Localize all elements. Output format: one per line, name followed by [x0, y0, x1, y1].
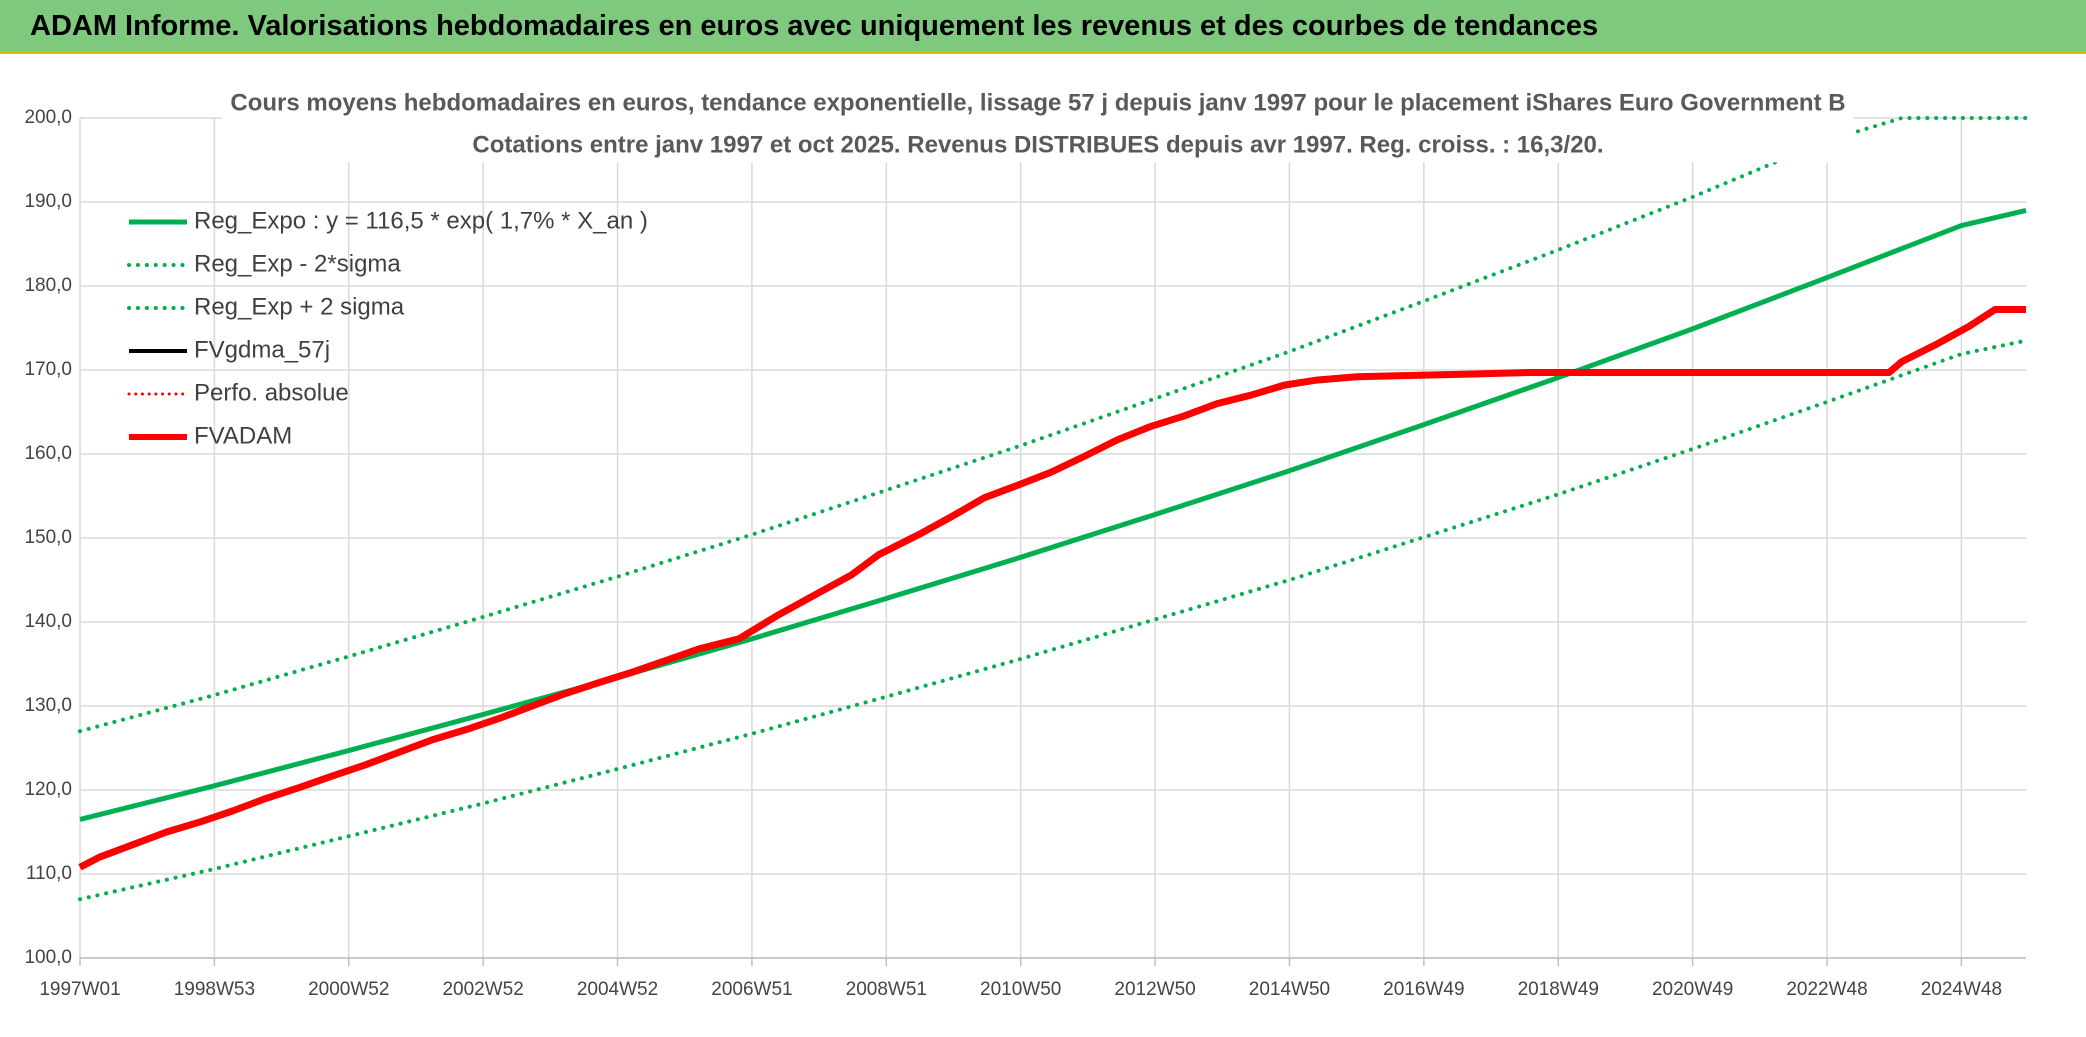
y-tick-label: 170,0: [24, 359, 72, 380]
series-line: [78, 116, 2028, 734]
legend-label: Reg_Exp + 2 sigma: [194, 293, 405, 320]
x-tick-label: 2010W50: [980, 979, 1061, 1000]
y-tick-label: 100,0: [24, 947, 72, 968]
legend-label: FVADAM: [194, 422, 292, 449]
x-tick-label: 2016W49: [1383, 979, 1464, 1000]
y-tick-label: 120,0: [24, 779, 72, 800]
title-background: [222, 85, 1854, 163]
x-tick-label: 2004W52: [577, 979, 658, 1000]
y-tick-label: 200,0: [24, 107, 72, 128]
x-tick-label: 2000W52: [308, 979, 389, 1000]
x-tick-label: 2008W51: [846, 979, 927, 1000]
legend-label: Perfo. absolue: [194, 379, 349, 406]
x-tick-label: 2022W48: [1786, 979, 1867, 1000]
chart-subtitle: Cotations entre janv 1997 et oct 2025. R…: [472, 131, 1603, 158]
x-tick-label: 2018W49: [1518, 979, 1599, 1000]
chart: 100,0 110,0 120,0 130,0 140,0 150,0 160,0 170,0…: [24, 85, 2028, 1000]
x-tick-label: 2014W50: [1249, 979, 1330, 1000]
x-tick-label: 2002W52: [442, 979, 523, 1000]
series-line: [79, 207, 2027, 822]
y-tick-label: 140,0: [24, 611, 72, 632]
banner: ADAM Informe. Valorisations hebdomadaire…: [0, 0, 2086, 54]
y-tick-label: 190,0: [24, 191, 72, 212]
title-group: Cours moyens hebdomadaires en euros, ten…: [222, 85, 1854, 163]
series-line: [79, 307, 2026, 870]
legend-label: FVgdma_57j: [194, 336, 330, 363]
y-tick-label: 130,0: [24, 695, 72, 716]
legend-label: Reg_Expo : y = 116,5 * exp( 1,7% * X_an …: [194, 207, 648, 234]
x-tick-label: 2020W49: [1652, 979, 1733, 1000]
legend-label: Reg_Exp - 2*sigma: [194, 250, 401, 277]
page-title: ADAM Informe. Valorisations hebdomadaire…: [30, 10, 1599, 42]
x-tick-label: 2006W51: [711, 979, 792, 1000]
y-tick-label: 160,0: [24, 443, 72, 464]
series-line: [78, 306, 2026, 871]
y-tick-label: 180,0: [24, 275, 72, 296]
y-tick-label: 150,0: [24, 527, 72, 548]
series-line: [78, 338, 2028, 902]
x-tick-label: 1997W01: [39, 979, 120, 1000]
y-tick-label: 110,0: [26, 863, 72, 884]
x-tick-label: 2024W48: [1921, 979, 2002, 1000]
x-tick-label: 2012W50: [1114, 979, 1195, 1000]
x-tick-label: 1998W53: [174, 979, 255, 1000]
chart-title: Cours moyens hebdomadaires en euros, ten…: [230, 89, 1845, 116]
